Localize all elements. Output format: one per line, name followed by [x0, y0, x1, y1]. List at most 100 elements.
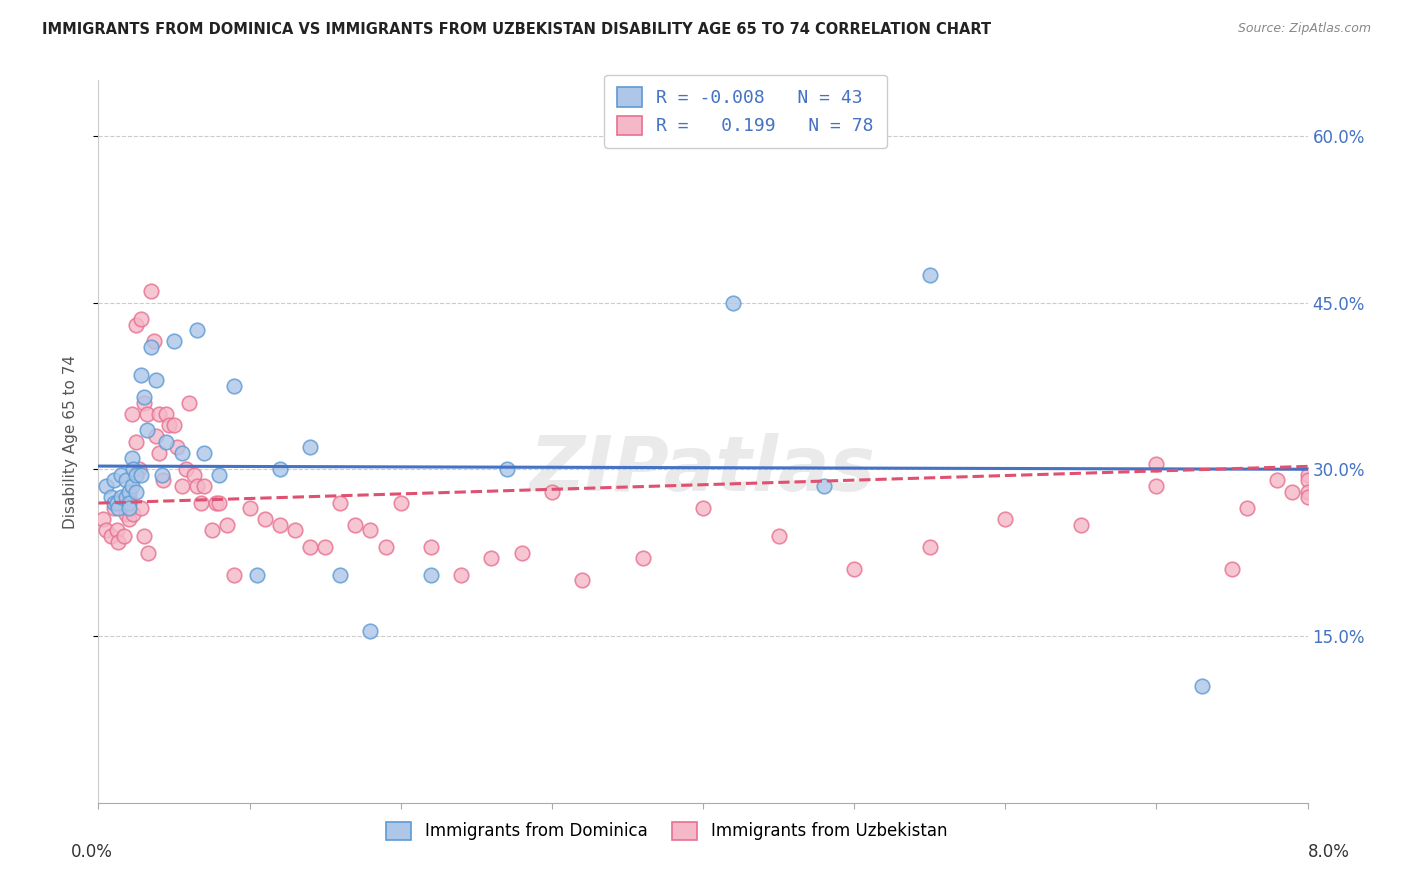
- Point: [152, 474, 174, 488]
- Point: [114, 474, 136, 488]
- Point: [125, 484, 148, 499]
- Point: [121, 479, 143, 493]
- Point: [129, 368, 152, 382]
- Point: [239, 501, 262, 516]
- Point: [253, 512, 276, 526]
- Point: [193, 445, 215, 459]
- Point: [571, 574, 593, 588]
- Point: [844, 562, 866, 576]
- Point: [495, 462, 517, 476]
- Point: [135, 407, 157, 421]
- Point: [155, 407, 177, 421]
- Point: [148, 445, 170, 459]
- Point: [1191, 679, 1213, 693]
- Legend: Immigrants from Dominica, Immigrants from Uzbekistan: Immigrants from Dominica, Immigrants fro…: [378, 814, 956, 848]
- Point: [1267, 474, 1289, 488]
- Point: [389, 496, 412, 510]
- Point: [1296, 474, 1319, 488]
- Point: [110, 490, 132, 504]
- Point: [110, 467, 132, 482]
- Point: [215, 517, 238, 532]
- Point: [174, 462, 197, 476]
- Point: [208, 467, 231, 482]
- Text: ZIPatlas: ZIPatlas: [530, 434, 876, 508]
- Point: [132, 390, 155, 404]
- Point: [110, 496, 132, 510]
- Point: [813, 479, 835, 493]
- Text: 8.0%: 8.0%: [1308, 843, 1350, 861]
- Point: [314, 540, 336, 554]
- Point: [299, 440, 322, 454]
- Point: [94, 524, 117, 538]
- Point: [125, 467, 148, 482]
- Point: [166, 440, 188, 454]
- Point: [132, 529, 155, 543]
- Point: [190, 496, 212, 510]
- Point: [510, 546, 533, 560]
- Point: [481, 551, 503, 566]
- Point: [163, 417, 186, 432]
- Point: [121, 451, 143, 466]
- Point: [141, 340, 163, 354]
- Point: [1281, 484, 1303, 499]
- Point: [723, 295, 745, 310]
- Point: [1146, 457, 1168, 471]
- Point: [107, 534, 129, 549]
- Point: [118, 512, 141, 526]
- Point: [1236, 501, 1258, 516]
- Point: [329, 496, 352, 510]
- Text: IMMIGRANTS FROM DOMINICA VS IMMIGRANTS FROM UZBEKISTAN DISABILITY AGE 65 TO 74 C: IMMIGRANTS FROM DOMINICA VS IMMIGRANTS F…: [42, 22, 991, 37]
- Point: [269, 462, 291, 476]
- Point: [103, 501, 125, 516]
- Point: [540, 484, 562, 499]
- Point: [136, 546, 159, 560]
- Point: [105, 524, 128, 538]
- Point: [118, 484, 141, 499]
- Point: [201, 524, 224, 538]
- Point: [118, 501, 141, 516]
- Point: [768, 529, 790, 543]
- Text: Source: ZipAtlas.com: Source: ZipAtlas.com: [1237, 22, 1371, 36]
- Point: [103, 474, 125, 488]
- Point: [100, 490, 122, 504]
- Point: [155, 434, 177, 449]
- Point: [141, 285, 163, 299]
- Point: [94, 479, 117, 493]
- Point: [360, 624, 382, 638]
- Point: [420, 540, 443, 554]
- Point: [114, 490, 136, 504]
- Point: [179, 395, 201, 409]
- Point: [129, 467, 152, 482]
- Point: [100, 529, 122, 543]
- Point: [114, 507, 136, 521]
- Point: [631, 551, 654, 566]
- Point: [122, 507, 145, 521]
- Point: [1296, 490, 1319, 504]
- Point: [208, 496, 231, 510]
- Point: [692, 501, 714, 516]
- Point: [129, 312, 152, 326]
- Point: [224, 568, 246, 582]
- Point: [107, 501, 129, 516]
- Point: [374, 540, 396, 554]
- Point: [125, 318, 148, 332]
- Point: [329, 568, 352, 582]
- Point: [91, 512, 114, 526]
- Point: [284, 524, 307, 538]
- Point: [170, 479, 193, 493]
- Point: [105, 496, 128, 510]
- Point: [112, 529, 135, 543]
- Point: [1070, 517, 1092, 532]
- Point: [159, 417, 181, 432]
- Point: [1146, 479, 1168, 493]
- Point: [344, 517, 367, 532]
- Point: [918, 268, 941, 282]
- Point: [360, 524, 382, 538]
- Point: [128, 462, 150, 476]
- Point: [150, 467, 173, 482]
- Point: [135, 424, 157, 438]
- Point: [145, 373, 167, 387]
- Point: [193, 479, 215, 493]
- Point: [121, 407, 143, 421]
- Point: [148, 407, 170, 421]
